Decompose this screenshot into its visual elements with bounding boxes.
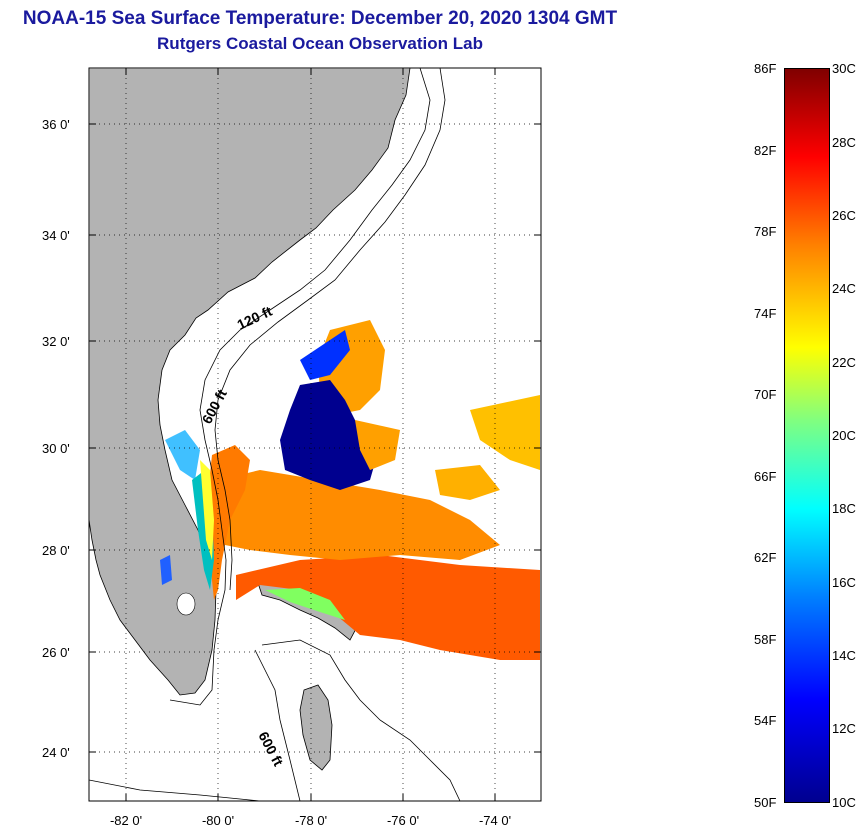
map-subtitle: Rutgers Coastal Ocean Observation Lab [157, 34, 483, 53]
lat-label: 24 0' [42, 745, 70, 760]
colorbar-c-label: 18C [832, 501, 856, 516]
colorbar-c-label: 16C [832, 575, 856, 590]
colorbar-c-label: 14C [832, 648, 856, 663]
colorbar-c-label: 10C [832, 795, 856, 810]
lon-label: -80 0' [202, 813, 234, 828]
bathymetry-contours [89, 68, 461, 801]
lat-label: 26 0' [42, 645, 70, 660]
lat-label: 32 0' [42, 334, 70, 349]
colorbar-c-label: 20C [832, 428, 856, 443]
colorbar-c-label: 24C [832, 281, 856, 296]
lon-label: -78 0' [295, 813, 327, 828]
lat-label: 28 0' [42, 543, 70, 558]
colorbar-f-label: 82F [754, 143, 777, 158]
colorbar-f-label: 58F [754, 632, 777, 647]
colorbar-f-label: 50F [754, 795, 777, 810]
lat-label: 34 0' [42, 228, 70, 243]
colorbar-c-label: 30C [832, 61, 856, 76]
colorbar-f-label: 62F [754, 550, 777, 565]
colorbar-f-label: 74F [754, 306, 777, 321]
lon-label: -76 0' [387, 813, 419, 828]
land-mainland [89, 68, 411, 696]
colorbar-f-label: 70F [754, 387, 777, 402]
map-title: NOAA-15 Sea Surface Temperature: Decembe… [22, 8, 618, 29]
colorbar-f-label: 86F [754, 61, 777, 76]
land-andros [299, 684, 333, 771]
axis-ticks [89, 68, 541, 801]
colorbar-f-label: 66F [754, 469, 777, 484]
lake-okeechobee [176, 592, 196, 616]
lat-label: 30 0' [42, 441, 70, 456]
lat-lon-grid [89, 68, 541, 801]
temperature-colorbar [784, 68, 830, 803]
lat-label: 36 0' [42, 117, 70, 132]
lon-label: -82 0' [110, 813, 142, 828]
sst-data-layer [160, 320, 540, 660]
colorbar-c-label: 22C [832, 355, 856, 370]
colorbar-c-label: 26C [832, 208, 856, 223]
lon-label: -74 0' [479, 813, 511, 828]
colorbar-f-label: 54F [754, 713, 777, 728]
colorbar-c-label: 28C [832, 135, 856, 150]
colorbar-c-label: 12C [832, 721, 856, 736]
colorbar-f-label: 78F [754, 224, 777, 239]
